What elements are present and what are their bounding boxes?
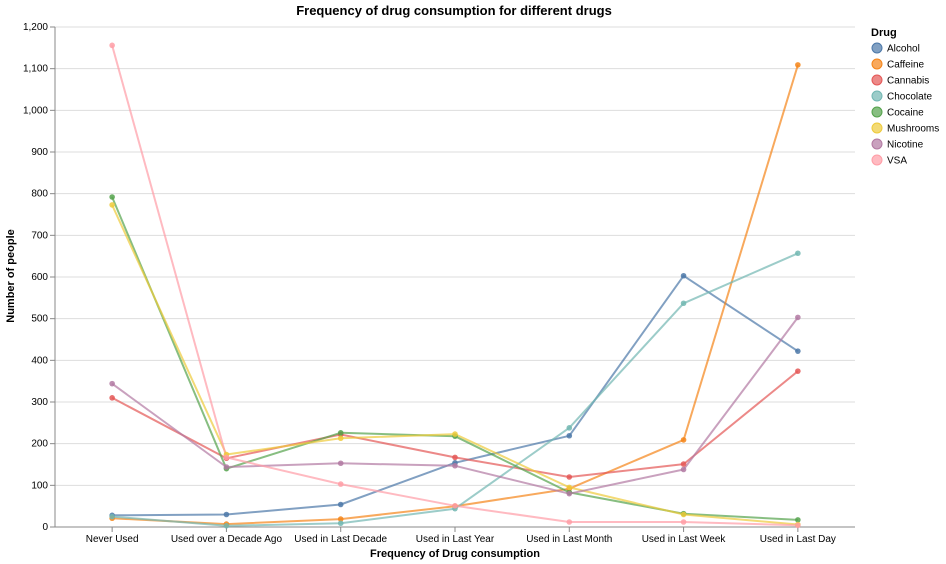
- data-point-alcohol[interactable]: [680, 272, 687, 279]
- legend-swatch-nicotine: [871, 138, 883, 150]
- series-line-alcohol: [112, 274, 799, 517]
- grid-lines: [55, 26, 855, 528]
- y-tick-label: 600: [31, 272, 48, 283]
- y-tick-label: 300: [31, 397, 48, 408]
- data-point-chocolate[interactable]: [109, 513, 115, 520]
- data-point-alcohol[interactable]: [337, 501, 344, 508]
- data-point-cannabis[interactable]: [566, 474, 573, 480]
- legend-label-chocolate: Chocolate: [887, 92, 932, 103]
- data-point-caffeine[interactable]: [337, 516, 344, 522]
- legend-label-caffeine: Caffeine: [887, 60, 925, 71]
- legend-title: Drug: [871, 27, 897, 39]
- data-point-nicotine[interactable]: [109, 380, 115, 387]
- data-point-nicotine[interactable]: [795, 314, 801, 321]
- legend-label-alcohol: Alcohol: [887, 44, 920, 55]
- y-tick-label: 200: [31, 439, 48, 450]
- legend-label-mushrooms: Mushrooms: [887, 124, 939, 135]
- series-line-cocaine: [111, 196, 798, 521]
- data-point-alcohol[interactable]: [566, 432, 573, 439]
- data-point-vsa[interactable]: [566, 519, 573, 525]
- data-point-chocolate[interactable]: [566, 425, 573, 431]
- y-tick-label: 700: [31, 230, 48, 241]
- y-axis-title: Number of people: [5, 229, 17, 323]
- y-tick-label: 500: [31, 314, 48, 325]
- data-point-cannabis[interactable]: [680, 461, 687, 467]
- data-point-cannabis[interactable]: [109, 395, 115, 401]
- x-tick-label: Used over a Decade Ago: [171, 534, 283, 545]
- legend: Drug Alcohol Caffeine Cannabis Chocolate Coc…: [871, 27, 939, 167]
- data-point-chocolate[interactable]: [223, 522, 230, 529]
- y-tick-label: 400: [31, 355, 48, 366]
- x-tick-label: Used in Last Year: [416, 534, 495, 545]
- data-point-cocaine[interactable]: [795, 517, 801, 523]
- data-point-vsa[interactable]: [337, 481, 344, 487]
- x-tick-label: Used in Last Week: [642, 534, 727, 545]
- y-tick-label: 1,000: [23, 105, 48, 116]
- legend-swatch-mushrooms: [871, 122, 883, 134]
- data-point-vsa[interactable]: [680, 519, 687, 525]
- data-point-caffeine[interactable]: [795, 62, 801, 68]
- legend-label-vsa: VSA: [887, 156, 907, 167]
- data-point-nicotine[interactable]: [566, 490, 573, 497]
- data-point-mushrooms[interactable]: [109, 202, 115, 208]
- series-lines: [111, 45, 799, 527]
- legend-swatch-caffeine: [871, 58, 883, 70]
- data-point-cannabis[interactable]: [452, 454, 458, 461]
- data-point-chocolate[interactable]: [795, 250, 801, 257]
- x-axis-title: Frequency of Drug consumption: [370, 548, 540, 560]
- legend-label-cannabis: Cannabis: [887, 76, 929, 87]
- y-tick-label: 0: [42, 522, 48, 533]
- data-point-mushrooms[interactable]: [337, 435, 344, 442]
- data-point-chocolate[interactable]: [337, 520, 344, 527]
- x-tick-label: Used in Last Day: [760, 534, 836, 545]
- legend-swatch-cocaine: [871, 106, 883, 118]
- data-point-nicotine[interactable]: [337, 460, 344, 467]
- data-point-mushrooms[interactable]: [452, 431, 458, 437]
- legend-label-cocaine: Cocaine: [887, 108, 924, 119]
- series-line-mushrooms: [111, 204, 798, 526]
- data-point-vsa[interactable]: [109, 42, 115, 49]
- y-tick-label: 1,200: [23, 22, 48, 33]
- data-point-cocaine[interactable]: [337, 430, 344, 436]
- x-tick-label: Never Used: [86, 534, 139, 545]
- data-point-cocaine[interactable]: [109, 194, 115, 200]
- y-tick-label: 1,100: [23, 64, 48, 75]
- y-tick-label: 800: [31, 189, 48, 200]
- data-point-nicotine[interactable]: [223, 464, 230, 470]
- series-points: [109, 42, 801, 529]
- data-point-caffeine[interactable]: [680, 437, 687, 443]
- legend-swatch-cannabis: [871, 74, 883, 86]
- data-point-mushrooms[interactable]: [680, 511, 687, 518]
- data-point-alcohol[interactable]: [795, 348, 801, 354]
- x-tick-label: Used in Last Decade: [294, 534, 387, 545]
- legend-swatch-vsa: [871, 154, 883, 166]
- legend-label-nicotine: Nicotine: [887, 140, 924, 151]
- data-point-vsa[interactable]: [223, 454, 230, 461]
- data-point-mushrooms[interactable]: [566, 484, 573, 491]
- x-tick-label: Used in Last Month: [526, 534, 612, 545]
- chart-title: Frequency of drug consumption for differ…: [296, 3, 612, 18]
- legend-swatch-alcohol: [871, 42, 883, 54]
- data-point-vsa[interactable]: [795, 522, 801, 529]
- axes: 0 100 200 300 400 500 600 700 800 900 1,000 1,100 1,…: [23, 22, 855, 545]
- data-point-nicotine[interactable]: [452, 462, 458, 469]
- data-point-alcohol[interactable]: [223, 511, 230, 518]
- y-tick-label: 100: [31, 480, 48, 491]
- data-point-chocolate[interactable]: [680, 300, 687, 307]
- data-point-nicotine[interactable]: [680, 466, 687, 473]
- data-point-cannabis[interactable]: [795, 368, 801, 374]
- data-point-vsa[interactable]: [452, 502, 458, 509]
- y-tick-label: 900: [31, 147, 48, 158]
- legend-swatch-chocolate: [871, 90, 883, 102]
